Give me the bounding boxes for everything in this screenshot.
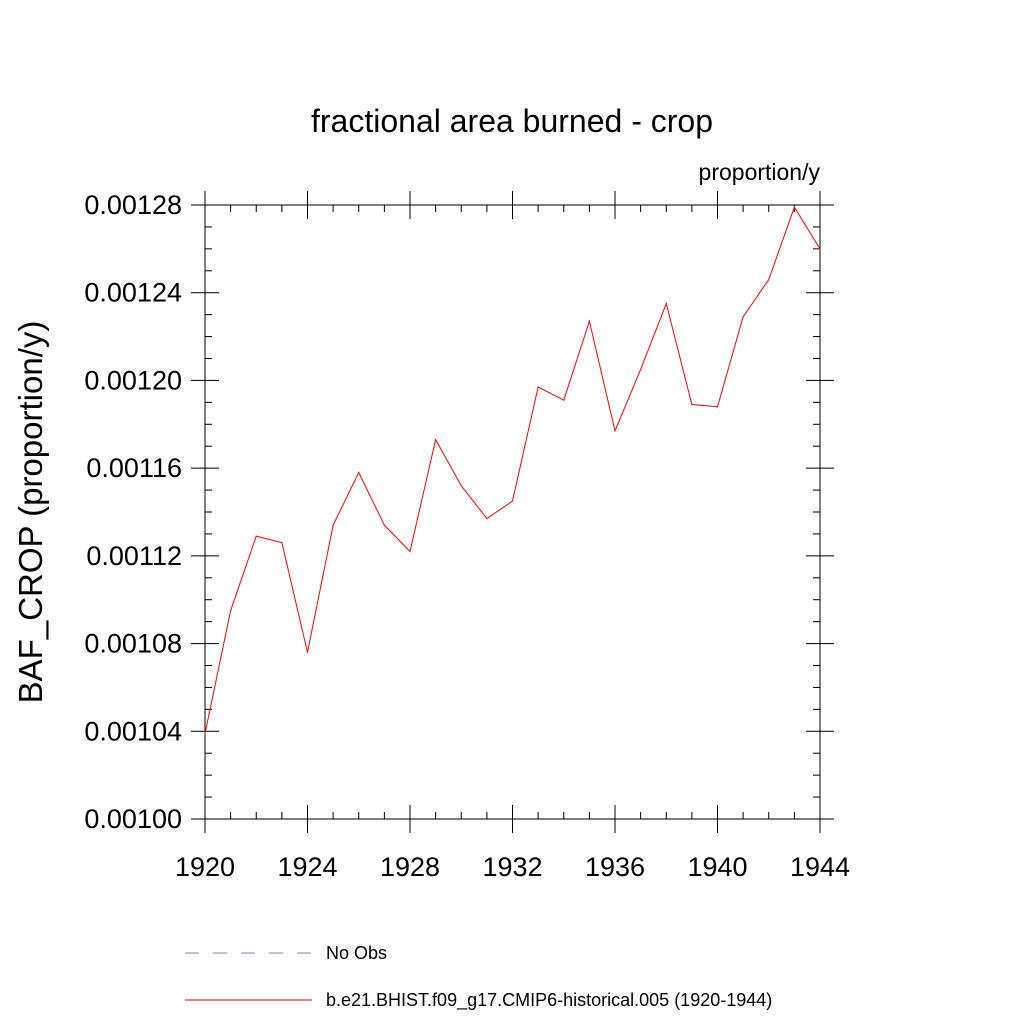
data-point bbox=[768, 278, 770, 281]
y-tick-label: 0.00124 bbox=[84, 278, 182, 308]
y-tick-label: 0.00100 bbox=[84, 804, 182, 834]
x-tick-label: 1936 bbox=[585, 852, 645, 882]
x-tick-label: 1920 bbox=[175, 852, 235, 882]
data-point bbox=[640, 368, 642, 371]
data-point bbox=[716, 406, 719, 408]
data-point bbox=[435, 439, 437, 441]
data-point bbox=[358, 471, 360, 474]
plot-frame bbox=[204, 204, 821, 820]
y-axis: 0.00100 0.00104 0.00108 0.00112 0.00116 0.001… bbox=[84, 190, 834, 834]
data-point bbox=[306, 651, 309, 653]
y-tick-label: 0.00120 bbox=[84, 365, 182, 395]
y-tick-label: 0.00112 bbox=[86, 541, 182, 571]
y-tick-label: 0.00128 bbox=[84, 190, 182, 220]
data-point bbox=[588, 320, 590, 322]
chart-title: fractional area burned - crop bbox=[311, 103, 713, 139]
legend: No Obs b.e21.BHIST.f09_g17.CMIP6-histori… bbox=[185, 943, 772, 1011]
data-point bbox=[409, 550, 411, 553]
x-axis: 1920 1924 1928 1932 1936 1940 1944 bbox=[175, 191, 850, 882]
x-tick-label: 1944 bbox=[790, 852, 850, 882]
data-point bbox=[742, 316, 744, 318]
data-point bbox=[665, 303, 667, 305]
data-point bbox=[819, 248, 821, 250]
legend-label-historical: b.e21.BHIST.f09_g17.CMIP6-historical.005… bbox=[326, 990, 772, 1011]
data-point bbox=[793, 206, 795, 208]
data-point bbox=[486, 517, 488, 520]
legend-label-no-obs: No Obs bbox=[326, 943, 387, 963]
data-point bbox=[281, 542, 283, 544]
series-line-0 bbox=[204, 206, 821, 734]
data-point bbox=[383, 524, 385, 526]
data-point bbox=[255, 535, 257, 537]
data-point bbox=[204, 732, 206, 735]
y-tick-label: 0.00116 bbox=[86, 453, 182, 483]
x-tick-label: 1940 bbox=[687, 852, 747, 882]
x-tick-label: 1928 bbox=[380, 852, 440, 882]
data-point bbox=[563, 399, 565, 401]
data-point bbox=[614, 430, 616, 432]
series-layer bbox=[204, 206, 821, 735]
data-point bbox=[511, 500, 514, 502]
data-point bbox=[460, 485, 462, 487]
y-tick-label: 0.00104 bbox=[84, 716, 182, 746]
data-point bbox=[537, 386, 539, 388]
data-point bbox=[691, 403, 693, 406]
x-tick-label: 1932 bbox=[482, 852, 542, 882]
units-label: proportion/y bbox=[699, 159, 821, 185]
x-tick-label: 1924 bbox=[277, 852, 337, 882]
y-tick-label: 0.00108 bbox=[84, 629, 182, 659]
data-point bbox=[332, 524, 334, 526]
y-axis-label: BAF_CROP (proportion/y) bbox=[12, 321, 49, 704]
data-point bbox=[230, 610, 232, 612]
